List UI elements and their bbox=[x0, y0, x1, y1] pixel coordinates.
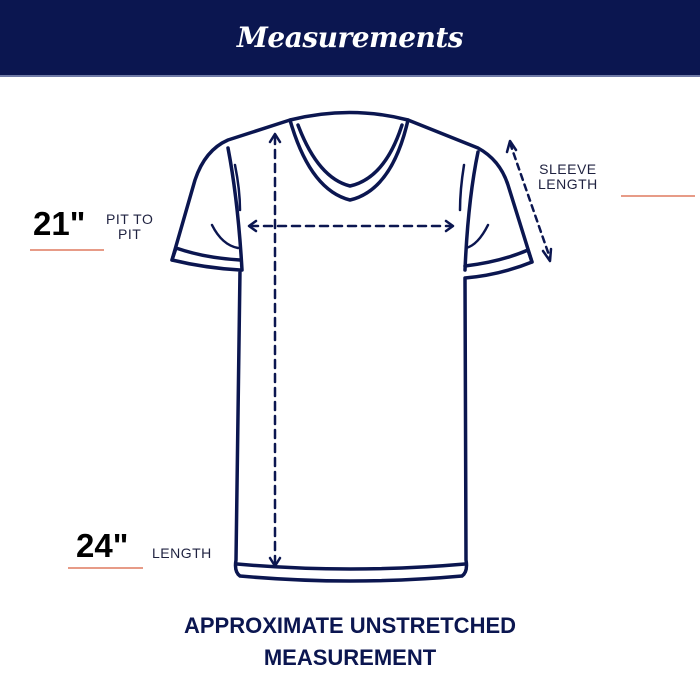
sleeve-label-line2: LENGTH bbox=[538, 176, 598, 192]
sleeve-arrow bbox=[508, 141, 552, 260]
sleeve-length-label: SLEEVE LENGTH bbox=[538, 162, 598, 192]
measurement-arrows bbox=[247, 132, 553, 568]
footer-line1: APPROXIMATE UNSTRETCHED bbox=[183, 613, 517, 638]
pit-to-pit-value: 21" bbox=[33, 205, 86, 242]
header-banner: Measurements bbox=[0, 0, 700, 77]
footer-line2: MEASUREMENT bbox=[263, 645, 437, 670]
length-value: 24" bbox=[76, 527, 129, 564]
tshirt-outline bbox=[170, 110, 534, 583]
pit-to-pit-label: PIT TO PIT bbox=[106, 212, 153, 242]
length-underline bbox=[68, 567, 143, 569]
sleeve-label-line1: SLEEVE bbox=[539, 161, 597, 177]
pit-to-pit-underline bbox=[30, 249, 104, 251]
pit-to-pit-label-line2: PIT bbox=[118, 226, 142, 242]
length-label: LENGTH bbox=[152, 545, 212, 561]
header-title: Measurements bbox=[236, 21, 464, 54]
footer-note: APPROXIMATE UNSTRETCHED MEASUREMENT bbox=[0, 610, 700, 674]
sleeve-length-underline bbox=[621, 195, 695, 197]
pit-to-pit-label-line1: PIT TO bbox=[106, 211, 154, 227]
